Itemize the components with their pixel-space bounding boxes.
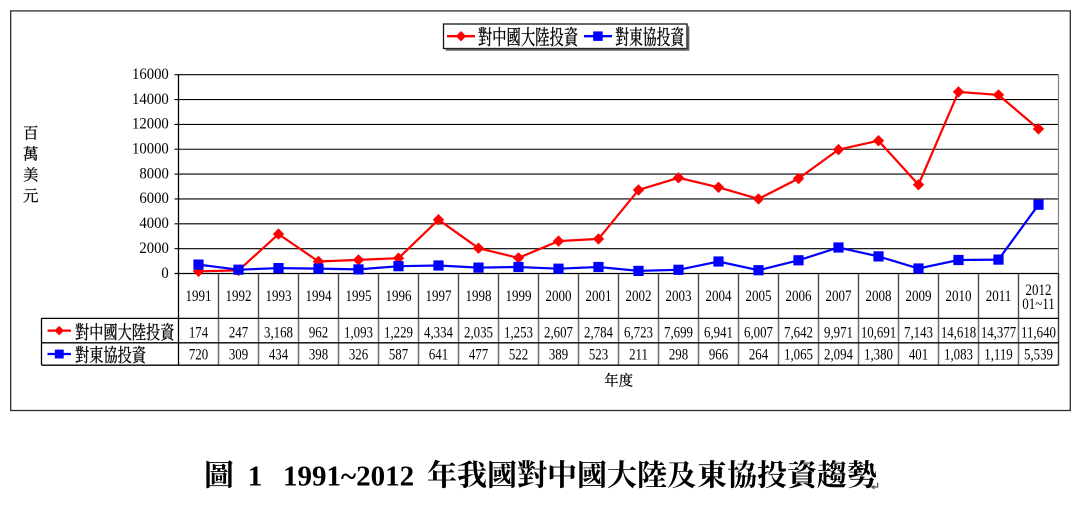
svg-text:10000: 10000 [132, 141, 169, 157]
svg-text:264: 264 [749, 346, 768, 363]
svg-text:401: 401 [909, 346, 928, 363]
svg-text:523: 523 [589, 346, 608, 363]
svg-text:326: 326 [349, 346, 368, 363]
svg-text:1,065: 1,065 [784, 346, 813, 363]
svg-text:2000: 2000 [545, 288, 571, 305]
svg-text:2,035: 2,035 [464, 324, 493, 341]
svg-text:2011: 2011 [986, 288, 1012, 305]
svg-text:14,618: 14,618 [941, 324, 976, 341]
svg-text:522: 522 [509, 346, 528, 363]
svg-text:398: 398 [309, 346, 328, 363]
svg-text:966: 966 [709, 346, 728, 363]
svg-text:1992: 1992 [225, 288, 251, 305]
svg-text:2005: 2005 [745, 288, 771, 305]
svg-text:7,642: 7,642 [784, 324, 813, 341]
svg-text:6,941: 6,941 [704, 324, 733, 341]
svg-text:2,784: 2,784 [584, 324, 613, 341]
svg-text:641: 641 [429, 346, 448, 363]
svg-text:1995: 1995 [345, 288, 371, 305]
svg-text:2002: 2002 [625, 288, 651, 305]
svg-text:8000: 8000 [139, 166, 168, 182]
svg-text:9,971: 9,971 [824, 324, 853, 341]
svg-text:6000: 6000 [139, 191, 168, 207]
svg-text:11,640: 11,640 [1021, 324, 1056, 341]
svg-text:434: 434 [269, 346, 288, 363]
svg-text:2012: 2012 [1025, 282, 1051, 299]
svg-text:1: 1 [248, 461, 263, 493]
svg-text:7,699: 7,699 [664, 324, 693, 341]
svg-text:2008: 2008 [865, 288, 891, 305]
svg-text:4,334: 4,334 [424, 324, 453, 341]
svg-text:2009: 2009 [905, 288, 931, 305]
svg-text:6,723: 6,723 [624, 324, 653, 341]
svg-text:2001: 2001 [585, 288, 611, 305]
svg-text:1,253: 1,253 [504, 324, 533, 341]
svg-text:14000: 14000 [132, 92, 169, 108]
svg-text:389: 389 [549, 346, 568, 363]
svg-text:6,007: 6,007 [744, 324, 773, 341]
svg-text:1,083: 1,083 [944, 346, 973, 363]
svg-text:1993: 1993 [265, 288, 291, 305]
svg-text:2010: 2010 [945, 288, 971, 305]
svg-text:5,539: 5,539 [1024, 346, 1053, 363]
svg-text:7,143: 7,143 [904, 324, 933, 341]
svg-text:16000: 16000 [132, 67, 169, 83]
svg-text:1996: 1996 [385, 288, 411, 305]
svg-text:1994: 1994 [305, 288, 331, 305]
svg-text:1,229: 1,229 [384, 324, 413, 341]
svg-text:1999: 1999 [505, 288, 531, 305]
svg-text:962: 962 [309, 324, 328, 341]
svg-text:247: 247 [229, 324, 248, 341]
svg-text:14,377: 14,377 [981, 324, 1016, 341]
svg-text:2000: 2000 [139, 241, 168, 257]
svg-text:2,607: 2,607 [544, 324, 573, 341]
svg-text:2004: 2004 [705, 288, 731, 305]
svg-text:1997: 1997 [425, 288, 451, 305]
svg-text:1,093: 1,093 [344, 324, 373, 341]
svg-text:01~11: 01~11 [1022, 296, 1055, 313]
svg-text:2007: 2007 [825, 288, 851, 305]
svg-text:298: 298 [669, 346, 688, 363]
svg-text:4000: 4000 [139, 216, 168, 232]
svg-text:174: 174 [189, 324, 208, 341]
svg-text:0: 0 [161, 265, 168, 281]
svg-text:1,119: 1,119 [984, 346, 1012, 363]
svg-text:10,691: 10,691 [861, 324, 896, 341]
svg-text:1991~2012: 1991~2012 [283, 461, 414, 493]
svg-text:12000: 12000 [132, 116, 169, 132]
svg-text:720: 720 [189, 346, 208, 363]
svg-text:309: 309 [229, 346, 248, 363]
svg-text:477: 477 [469, 346, 488, 363]
svg-text:2003: 2003 [665, 288, 691, 305]
svg-text:1998: 1998 [465, 288, 491, 305]
svg-text:3,168: 3,168 [264, 324, 293, 341]
svg-text:587: 587 [389, 346, 408, 363]
svg-text:1991: 1991 [185, 288, 211, 305]
svg-text:2,094: 2,094 [824, 346, 853, 363]
svg-text:1,380: 1,380 [864, 346, 893, 363]
svg-text:211: 211 [629, 346, 648, 363]
svg-text:2006: 2006 [785, 288, 811, 305]
